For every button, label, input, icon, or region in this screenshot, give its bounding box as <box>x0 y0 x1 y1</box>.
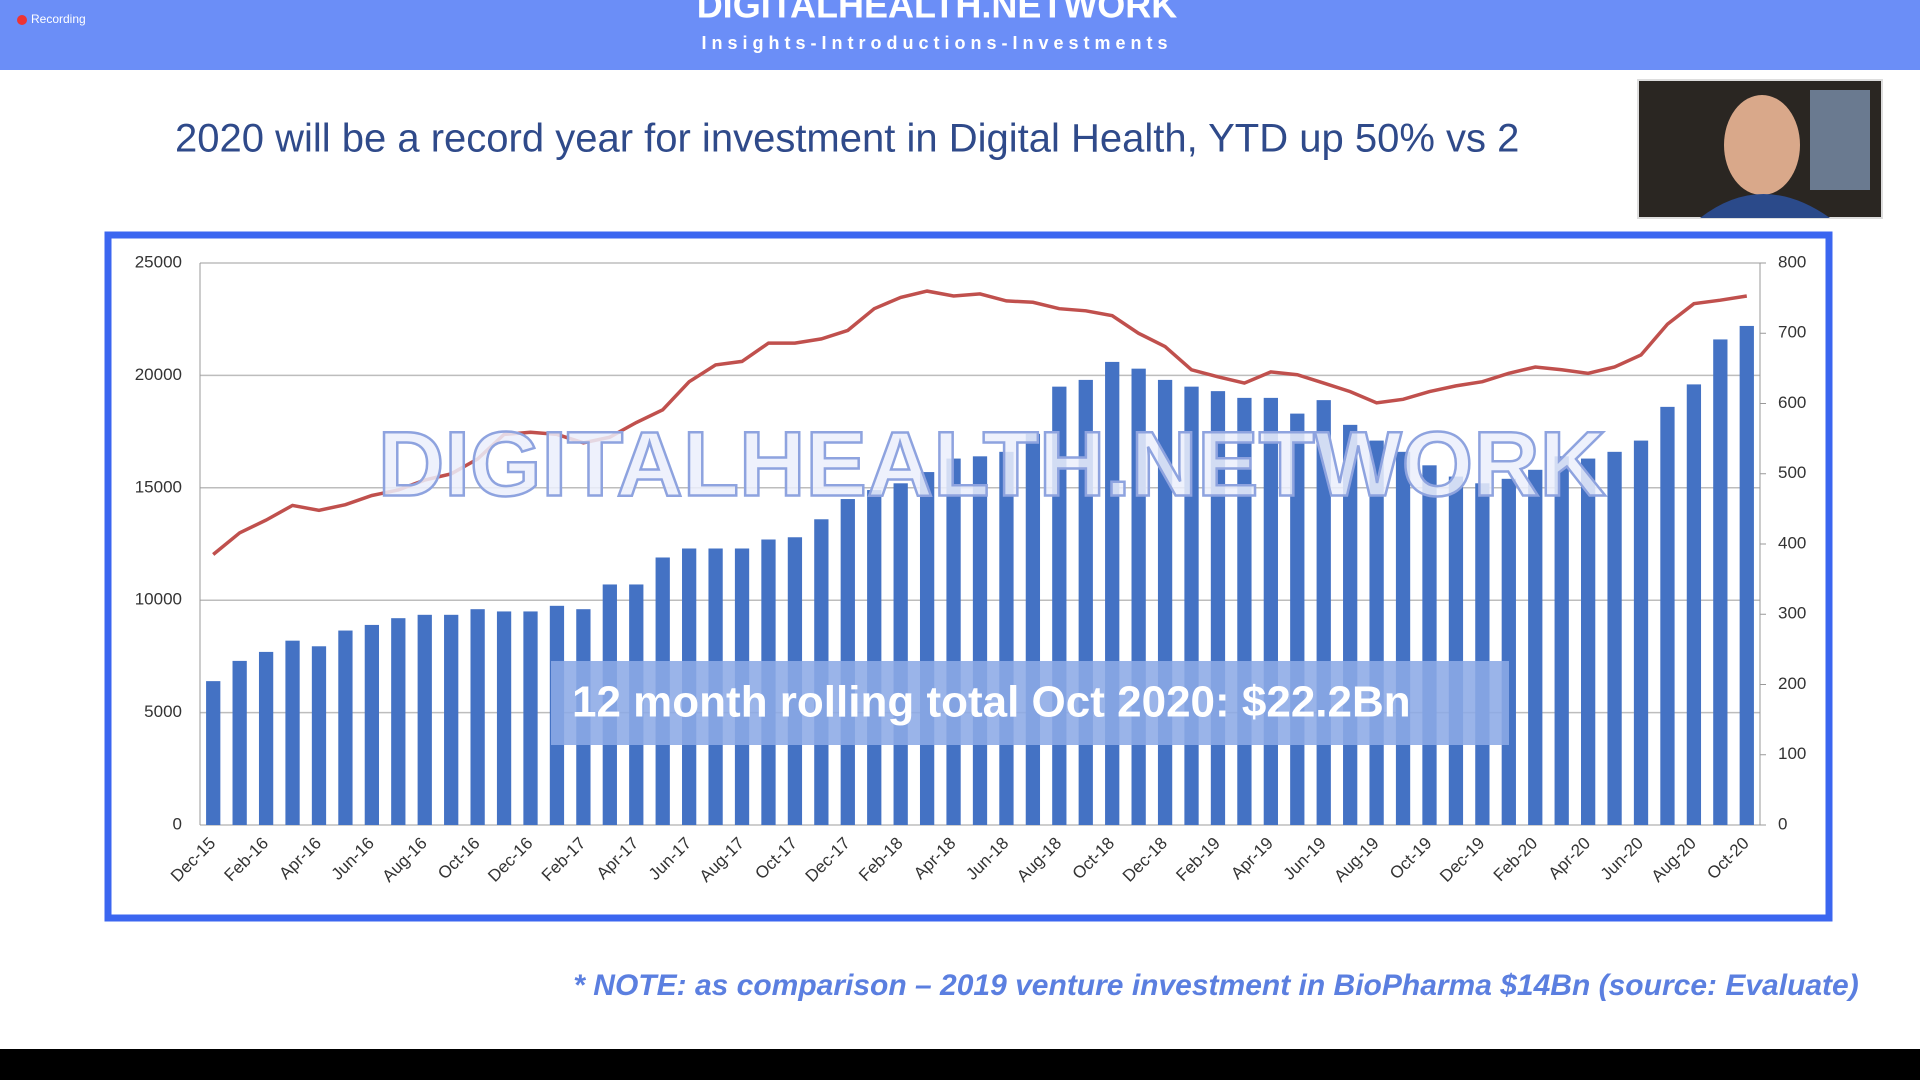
bar <box>1660 406 1675 825</box>
y-tick-label: 15000 <box>135 477 182 496</box>
y2-tick-label: 400 <box>1778 533 1806 552</box>
tagline: Insights-Introductions-Investments <box>701 33 1172 53</box>
bar <box>1633 440 1649 825</box>
y2-tick-label: 200 <box>1778 674 1806 693</box>
y-tick-label: 10000 <box>135 590 182 609</box>
bar <box>867 490 882 825</box>
note: * NOTE: as comparison – 2019 venture inv… <box>573 969 1858 1002</box>
y2-tick-label: 700 <box>1778 323 1806 342</box>
bar <box>417 614 432 825</box>
logo: DIGITALHEALTH.NETWORK <box>697 0 1178 26</box>
bar <box>338 630 353 825</box>
y-tick-label: 25000 <box>135 252 182 271</box>
bar <box>523 611 538 825</box>
bar <box>1580 458 1596 825</box>
bar <box>1739 325 1754 825</box>
webcam <box>1637 79 1883 219</box>
recording-label: Recording <box>31 12 86 26</box>
bar <box>1686 384 1702 825</box>
bar <box>444 614 459 825</box>
recording-dot <box>17 15 27 25</box>
bar <box>470 609 485 825</box>
bar <box>1554 456 1569 825</box>
y2-tick-label: 0 <box>1778 814 1787 833</box>
bar <box>893 483 908 825</box>
bar <box>1528 469 1543 825</box>
callout-box <box>551 661 1509 745</box>
bar <box>232 660 247 825</box>
bar <box>496 611 512 825</box>
callout-text: 12 month rolling total Oct 2020: $22.2Bn <box>572 678 1411 727</box>
bar <box>1448 476 1464 825</box>
bar <box>1475 483 1490 825</box>
y2-tick-label: 500 <box>1778 463 1806 482</box>
watermark: DIGITALHEALTH.NETWORK <box>378 413 1606 515</box>
bar <box>1713 339 1728 825</box>
bar <box>391 618 406 825</box>
header-bar <box>0 0 1920 70</box>
bar <box>206 681 221 825</box>
bar <box>364 624 380 825</box>
y2-tick-label: 800 <box>1778 252 1806 271</box>
bar <box>1607 451 1622 825</box>
slide-title: 2020 will be a record year for investmen… <box>175 117 1519 161</box>
y2-tick-label: 300 <box>1778 604 1806 623</box>
y2-tick-label: 100 <box>1778 744 1806 763</box>
bar <box>285 640 300 825</box>
bar <box>258 651 274 825</box>
bar <box>1422 465 1437 825</box>
bottom-bar <box>0 1049 1920 1080</box>
y-tick-label: 5000 <box>144 702 182 721</box>
line <box>212 289 1748 556</box>
y-tick-label: 20000 <box>135 365 182 384</box>
y-tick-label: 0 <box>173 814 182 833</box>
y2-tick-label: 600 <box>1778 393 1806 412</box>
bar <box>311 646 327 825</box>
bar <box>919 472 935 825</box>
bar <box>1501 478 1516 825</box>
